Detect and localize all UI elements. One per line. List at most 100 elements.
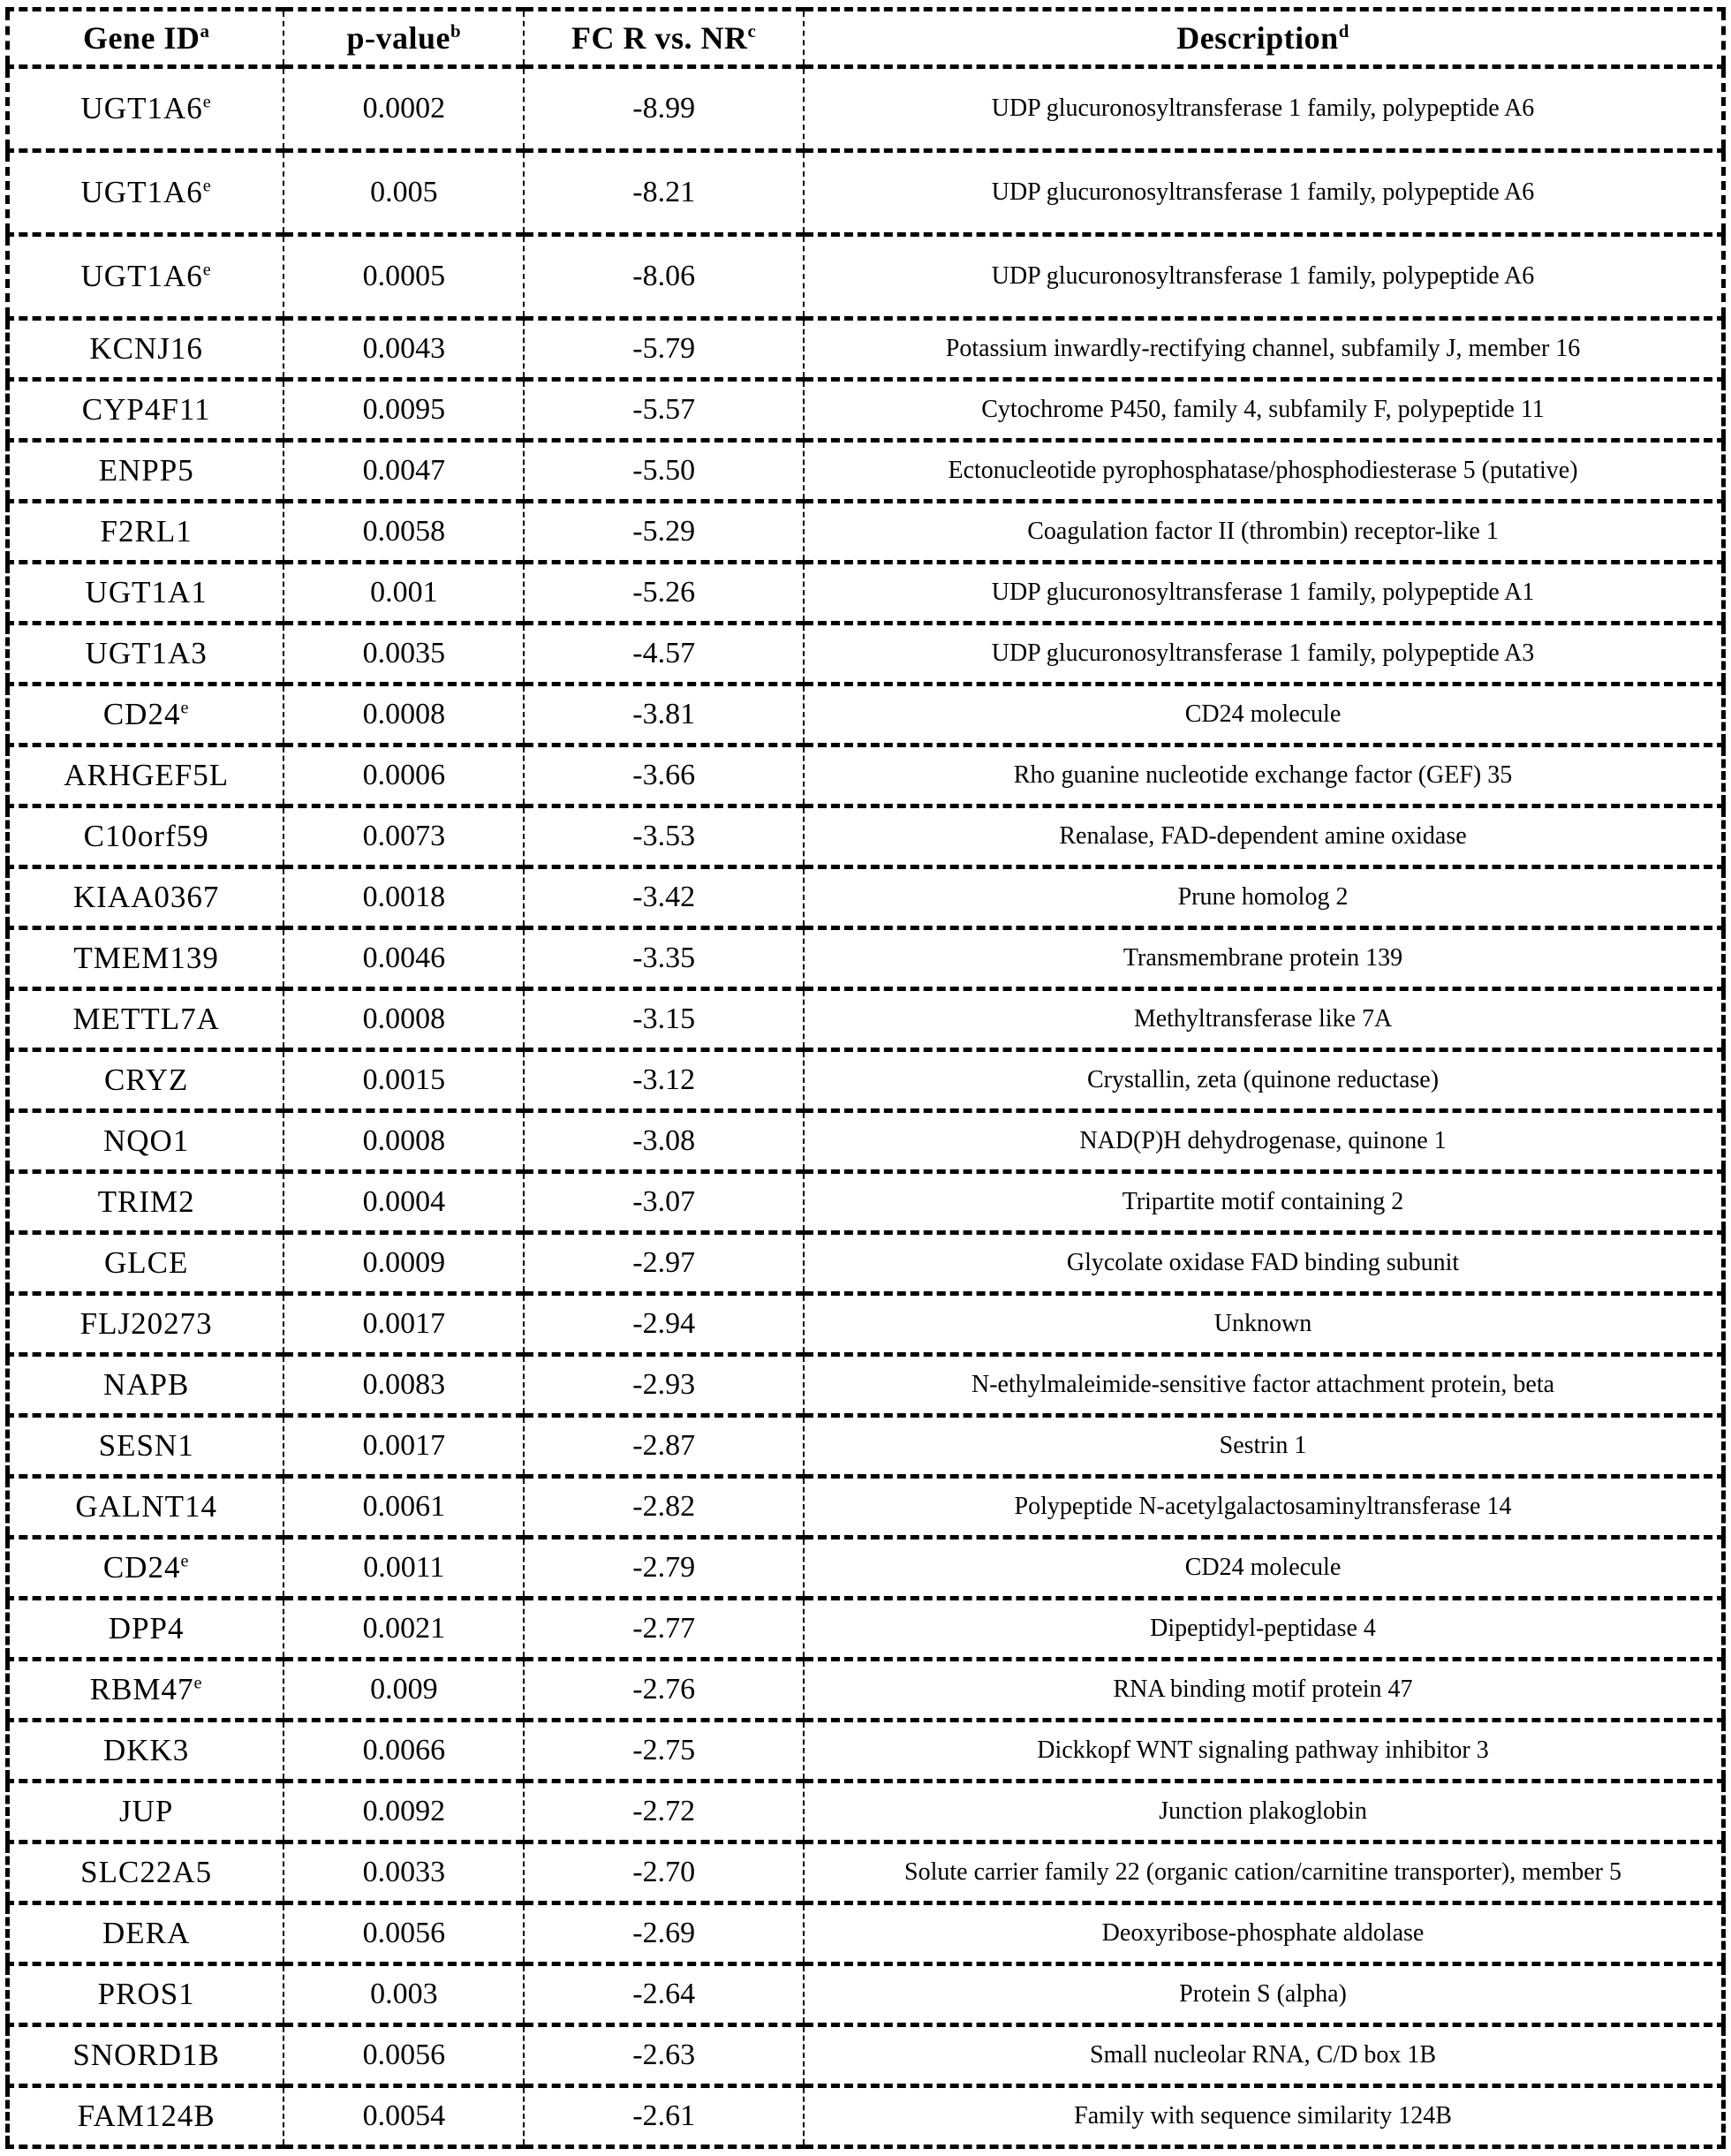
gene-id-text: CYP4F11 [81,392,211,427]
fc-cell: -5.79 [523,316,805,382]
p-value-cell: 0.0033 [283,1840,525,1905]
gene-id-cell: UGT1A1 [6,560,285,625]
gene-id-cell: RBM47e [6,1657,285,1722]
gene-id-text: CD24 [102,697,181,731]
gene-id-text: GALNT14 [75,1489,217,1524]
description-cell: CD24 molecule [803,682,1725,747]
gene-id-cell: CD24e [6,682,285,747]
table-row: GLCE 0.0009 -2.97 Glycolate oxidase FAD … [6,1230,1725,1296]
gene-id-cell: DERA [6,1901,285,1966]
table-header: Gene IDa p-valueb FC R vs. NRc Descripti… [6,7,1725,69]
fc-cell: -2.79 [523,1535,805,1600]
table-row: FLJ20273 0.0017 -2.94 Unknown [6,1291,1725,1357]
gene-id-text: CD24 [102,1550,181,1585]
header-fc: FC R vs. NRc [523,7,805,69]
table-row: KIAA0367 0.0018 -3.42 Prune homolog 2 [6,865,1725,930]
description-cell: Junction plakoglobin [803,1779,1725,1844]
description-cell: Crystallin, zeta (quinone reductase) [803,1048,1725,1113]
p-value-cell: 0.0018 [283,865,525,930]
description-cell: Unknown [803,1291,1725,1357]
gene-id-footnote: e [180,698,190,718]
header-p-value-footnote: b [450,20,462,42]
fc-cell: -2.82 [523,1474,805,1539]
gene-id-cell: GLCE [6,1230,285,1296]
p-value-cell: 0.0005 [283,232,525,321]
gene-id-cell: TMEM139 [6,926,285,991]
fc-cell: -2.77 [523,1596,805,1661]
p-value-cell: 0.0008 [283,987,525,1052]
table-row: TMEM139 0.0046 -3.35 Transmembrane prote… [6,926,1725,991]
description-cell: Polypeptide N-acetylgalactosaminyltransf… [803,1474,1725,1539]
gene-id-text: FAM124B [77,2099,215,2133]
p-value-cell: 0.0009 [283,1230,525,1296]
gene-id-cell: METTL7A [6,987,285,1052]
p-value-cell: 0.0058 [283,499,525,564]
gene-id-cell: UGT1A6e [6,232,285,321]
fc-cell: -5.50 [523,438,805,503]
gene-id-cell: SLC22A5 [6,1840,285,1905]
gene-id-text: UGT1A6 [80,91,203,125]
gene-id-cell: NAPB [6,1352,285,1418]
gene-id-cell: ARHGEF5L [6,743,285,808]
gene-id-cell: SNORD1B [6,2023,285,2088]
gene-expression-table: Gene IDa p-valueb FC R vs. NRc Descripti… [5,7,1726,2149]
gene-id-text: DKK3 [102,1733,190,1767]
table-row: KCNJ16 0.0043 -5.79 Potassium inwardly-r… [6,316,1725,382]
table-row: UGT1A6e 0.005 -8.21 UDP glucuronosyltran… [6,148,1725,237]
header-gene-id-footnote: a [200,20,210,42]
description-cell: Prune homolog 2 [803,865,1725,930]
description-cell: Family with sequence similarity 124B [803,2084,1725,2149]
header-p-value: p-valueb [283,7,525,69]
gene-id-cell: C10orf59 [6,804,285,869]
p-value-cell: 0.0017 [283,1291,525,1357]
gene-id-text: UGT1A1 [85,575,208,609]
fc-cell: -3.07 [523,1169,805,1235]
fc-cell: -4.57 [523,621,805,686]
table-row: C10orf59 0.0073 -3.53 Renalase, FAD-depe… [6,804,1725,869]
fc-cell: -3.08 [523,1108,805,1174]
header-description: Descriptiond [803,7,1725,69]
header-row: Gene IDa p-valueb FC R vs. NRc Descripti… [6,7,1725,69]
header-description-label: Description [1176,20,1339,56]
gene-id-cell: DKK3 [6,1718,285,1783]
p-value-cell: 0.003 [283,1962,525,2027]
fc-cell: -3.12 [523,1048,805,1113]
gene-id-cell: DPP4 [6,1596,285,1661]
p-value-cell: 0.0021 [283,1596,525,1661]
table-row: JUP 0.0092 -2.72 Junction plakoglobin [6,1779,1725,1844]
table-row: DERA 0.0056 -2.69 Deoxyribose-phosphate … [6,1901,1725,1966]
gene-id-text: RBM47 [89,1672,194,1706]
description-cell: Ectonucleotide pyrophosphatase/phosphodi… [803,438,1725,503]
gene-id-cell: CD24e [6,1535,285,1600]
gene-id-footnote: e [202,176,212,196]
gene-id-cell: UGT1A6e [6,64,285,153]
gene-id-cell: CYP4F11 [6,377,285,443]
table-row: TRIM2 0.0004 -3.07 Tripartite motif cont… [6,1169,1725,1235]
description-cell: Potassium inwardly-rectifying channel, s… [803,316,1725,382]
p-value-cell: 0.0054 [283,2084,525,2149]
table-row: DKK3 0.0066 -2.75 Dickkopf WNT signaling… [6,1718,1725,1783]
fc-cell: -3.66 [523,743,805,808]
gene-id-text: F2RL1 [100,514,193,548]
gene-id-cell: PROS1 [6,1962,285,2027]
gene-id-text: ENPP5 [98,453,194,488]
p-value-cell: 0.0092 [283,1779,525,1844]
table-row: CRYZ 0.0015 -3.12 Crystallin, zeta (quin… [6,1048,1725,1113]
p-value-cell: 0.0002 [283,64,525,153]
description-cell: Glycolate oxidase FAD binding subunit [803,1230,1725,1296]
description-cell: UDP glucuronosyltransferase 1 family, po… [803,232,1725,321]
gene-id-cell: FLJ20273 [6,1291,285,1357]
gene-id-cell: UGT1A3 [6,621,285,686]
description-cell: N-ethylmaleimide-sensitive factor attach… [803,1352,1725,1418]
p-value-cell: 0.0046 [283,926,525,991]
table-row: GALNT14 0.0061 -2.82 Polypeptide N-acety… [6,1474,1725,1539]
header-p-value-label: p-value [346,20,451,56]
p-value-cell: 0.0066 [283,1718,525,1783]
table-row: UGT1A1 0.001 -5.26 UDP glucuronosyltrans… [6,560,1725,625]
gene-id-text: ARHGEF5L [64,758,230,792]
fc-cell: -2.72 [523,1779,805,1844]
gene-id-cell: UGT1A6e [6,148,285,237]
p-value-cell: 0.0095 [283,377,525,443]
header-gene-id-label: Gene ID [82,20,200,56]
gene-id-cell: ENPP5 [6,438,285,503]
